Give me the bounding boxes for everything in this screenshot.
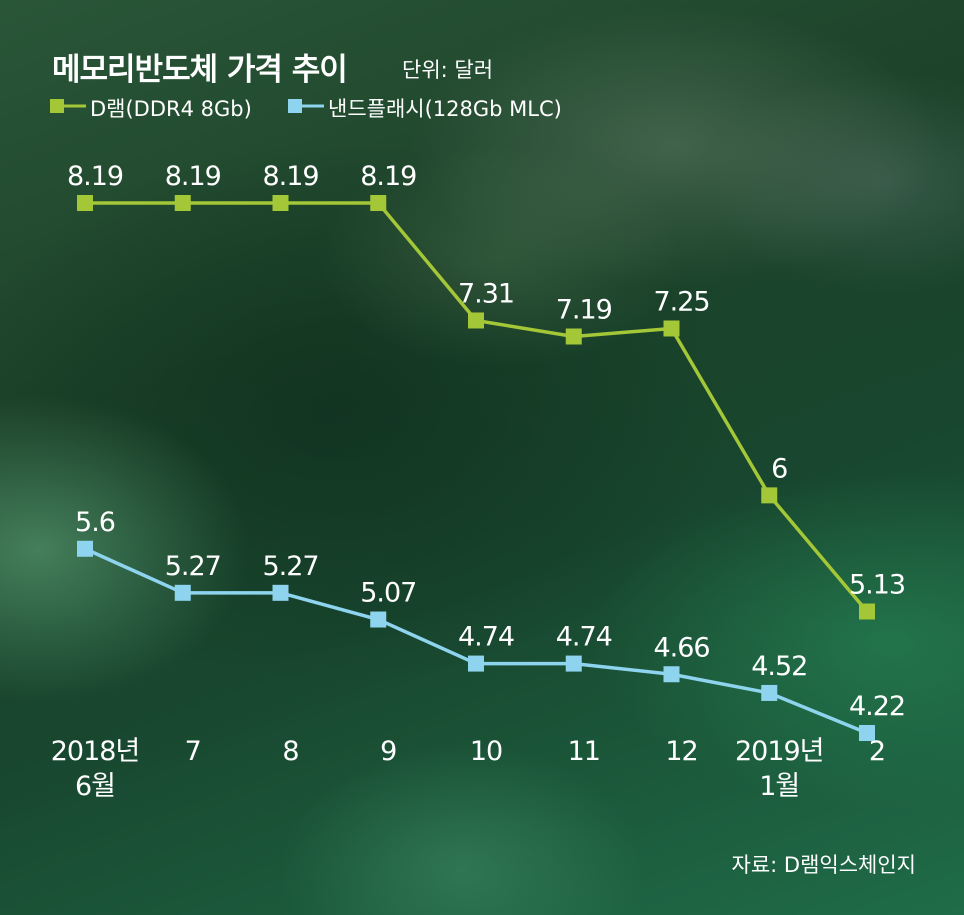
legend-dram-marker	[50, 99, 86, 113]
nand-point	[761, 684, 778, 701]
dram-data-label: 6	[771, 453, 787, 484]
nand-data-label: 4.22	[849, 691, 905, 722]
dram-point	[174, 195, 191, 211]
nand-data-label: 5.27	[262, 551, 318, 582]
nand-point	[77, 540, 93, 557]
nand-point	[565, 655, 582, 672]
x-tick-label: 9	[380, 736, 396, 767]
dram-point	[663, 320, 680, 337]
dram-data-label: 8.19	[165, 161, 221, 192]
legend-nand-marker	[288, 99, 324, 113]
unit-label: 단위: 달러	[402, 58, 494, 82]
dram-data-label: 8.19	[67, 161, 123, 192]
dram-data-label: 7.19	[556, 295, 612, 326]
nand-data-label: 5.07	[360, 578, 416, 609]
dram-data-label: 7.25	[653, 286, 709, 317]
dram-point	[565, 328, 582, 345]
chart-title: 메모리반도체 가격 추이	[52, 52, 348, 88]
source-note: 자료: D램익스체인지	[731, 853, 916, 877]
x-tick-label: 12	[665, 736, 697, 767]
x-tick-label: 11	[568, 736, 600, 767]
dram-point	[370, 195, 387, 211]
x-tick-label: 7	[185, 736, 201, 767]
nand-point	[859, 724, 875, 741]
legend-dram-label: D램(DDR4 8Gb)	[90, 97, 252, 121]
dram-point	[468, 312, 484, 329]
nand-data-label: 5.27	[165, 551, 221, 582]
nand-point	[272, 584, 289, 601]
dram-data-label: 5.13	[849, 570, 905, 601]
nand-point	[468, 655, 484, 672]
nand-data-label: 4.52	[751, 651, 807, 682]
dram-point	[859, 603, 875, 620]
nand-point	[174, 584, 191, 601]
nand-point	[663, 666, 680, 683]
dram-data-label: 8.19	[262, 161, 318, 192]
x-tick-label: 2018년 6월	[51, 736, 140, 802]
nand-data-label: 4.74	[458, 622, 514, 653]
dram-data-label: 7.31	[458, 278, 514, 309]
x-tick-label: 2019년 1월	[735, 736, 824, 802]
dram-point	[761, 487, 778, 504]
x-tick-label: 8	[282, 736, 298, 767]
nand-point	[370, 611, 387, 628]
dram-point	[77, 195, 93, 211]
dram-data-label: 8.19	[360, 161, 416, 192]
x-tick-label: 10	[470, 736, 502, 767]
x-tick-label: 2	[869, 736, 885, 767]
dram-point	[272, 195, 289, 211]
legend-nand-label: 낸드플래시(128Gb MLC)	[328, 97, 562, 121]
nand-data-label: 4.74	[556, 622, 612, 653]
nand-data-label: 4.66	[653, 632, 709, 663]
nand-data-label: 5.6	[75, 507, 115, 538]
